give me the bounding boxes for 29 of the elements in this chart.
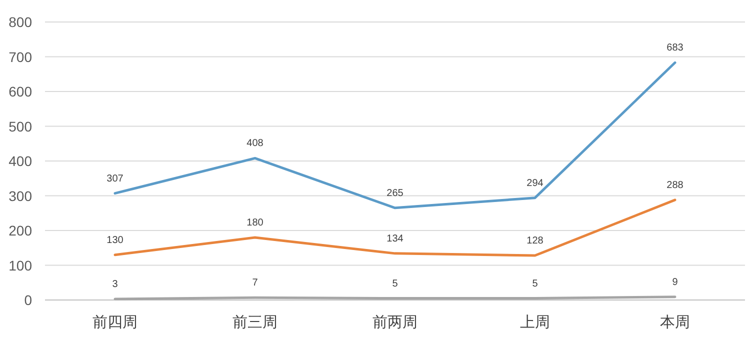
data-label: 130 bbox=[106, 234, 124, 246]
data-label: 288 bbox=[666, 180, 684, 191]
data-label: 683 bbox=[666, 42, 684, 54]
y-tick-label: 300 bbox=[8, 188, 32, 204]
x-tick-label: 前两周 bbox=[372, 313, 418, 331]
data-label: 5 bbox=[392, 278, 398, 290]
data-label: 294 bbox=[526, 178, 544, 189]
data-label: 408 bbox=[246, 138, 264, 150]
x-tick-label: 前四周 bbox=[92, 313, 138, 331]
data-label: 5 bbox=[532, 278, 538, 290]
x-tick-label: 前三周 bbox=[232, 313, 278, 331]
data-label: 128 bbox=[526, 236, 544, 247]
y-tick-label: 0 bbox=[24, 292, 32, 308]
x-tick-label: 上周 bbox=[520, 313, 550, 331]
data-label: 9 bbox=[672, 276, 678, 288]
y-tick-label: 100 bbox=[8, 257, 32, 274]
y-tick-label: 800 bbox=[8, 14, 32, 30]
y-tick-label: 500 bbox=[8, 118, 32, 134]
y-tick-label: 200 bbox=[8, 222, 32, 238]
data-label: 180 bbox=[246, 217, 264, 228]
data-label: 134 bbox=[386, 233, 404, 244]
data-label: 3 bbox=[112, 278, 118, 290]
data-label: 7 bbox=[252, 278, 258, 289]
y-tick-label: 700 bbox=[8, 48, 32, 65]
data-label: 265 bbox=[386, 188, 404, 199]
x-tick-label: 本周 bbox=[660, 313, 690, 331]
y-tick-label: 400 bbox=[8, 153, 32, 169]
data-label: 307 bbox=[106, 173, 124, 184]
y-tick-label: 600 bbox=[8, 84, 32, 100]
